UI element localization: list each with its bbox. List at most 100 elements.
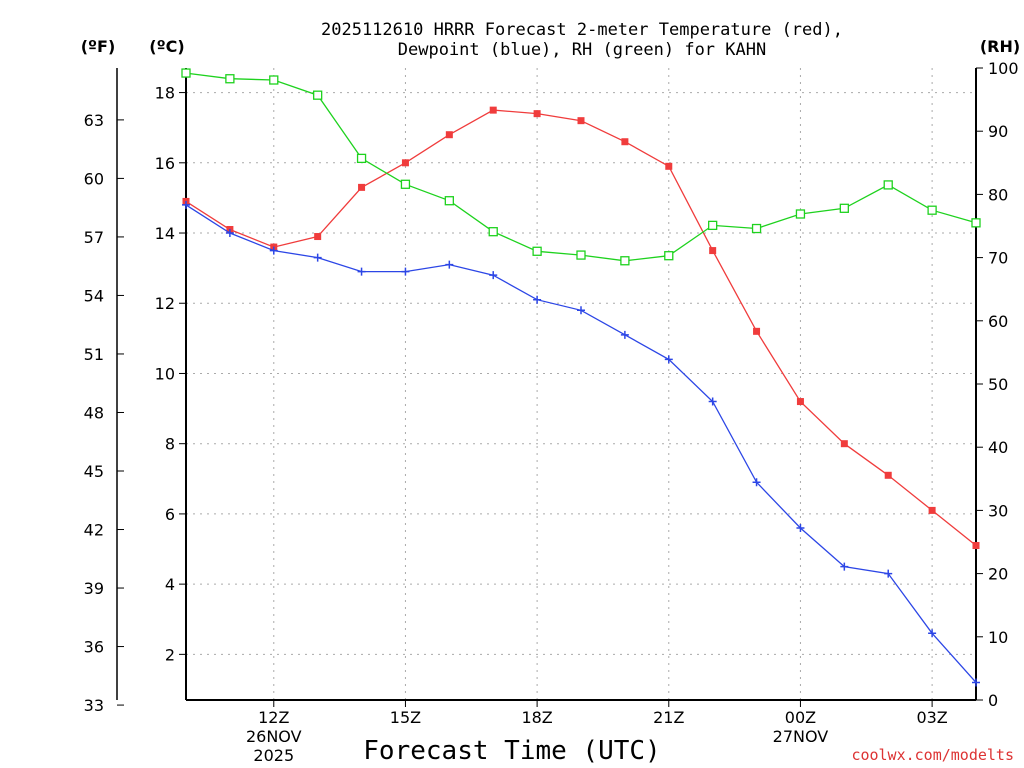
dewpoint-point <box>840 562 849 571</box>
tick-label-celsius: 16 <box>155 154 175 173</box>
chart-title-line2: Dewpoint (blue), RH (green) for KAHN <box>398 40 766 60</box>
dewpoint-point <box>708 397 717 406</box>
rh-point <box>751 223 762 234</box>
rh-point <box>488 227 498 237</box>
temperature-point <box>533 110 541 118</box>
rh-point <box>883 180 893 190</box>
tick-label-year: 2025 <box>253 746 294 765</box>
tick-label-fahrenheit: 42 <box>84 521 104 540</box>
dewpoint-point <box>313 253 322 262</box>
rh-point <box>620 256 630 266</box>
tick-label-rh: 70 <box>988 249 1008 268</box>
rh-point <box>181 68 191 78</box>
rh-point <box>269 75 279 85</box>
tick-label-rh: 100 <box>988 59 1019 78</box>
rh-point <box>444 196 454 206</box>
unit-fahrenheit-label: (ºF) <box>81 37 116 56</box>
temperature-point <box>358 183 366 191</box>
rh-point <box>971 218 981 228</box>
tick-label-fahrenheit: 60 <box>84 169 104 188</box>
tick-label-time: 00Z <box>785 708 816 727</box>
tick-label-fahrenheit: 36 <box>84 638 104 657</box>
tick-label-fahrenheit: 33 <box>84 696 104 715</box>
credit-link[interactable]: coolwx.com/modelts <box>851 746 1014 764</box>
tick-label-rh: 0 <box>988 691 998 710</box>
dewpoint-line <box>185 204 977 683</box>
tick-label-rh: 20 <box>988 565 1008 584</box>
tick-label-time: 03Z <box>916 708 947 727</box>
chart-title-line1: 2025112610 HRRR Forecast 2-meter Tempera… <box>321 20 843 40</box>
tick-label-date: 27NOV <box>773 727 829 746</box>
tick-label-fahrenheit: 54 <box>84 286 104 305</box>
temperature-point <box>445 131 453 139</box>
temperature-point <box>489 106 497 114</box>
dewpoint-point <box>445 260 454 269</box>
dewpoint-point <box>752 478 761 487</box>
tick-label-rh: 90 <box>988 122 1008 141</box>
dewpoint-point <box>225 229 234 238</box>
tick-label-time: 12Z <box>258 708 289 727</box>
tick-label-date: 26NOV <box>246 727 302 746</box>
dewpoint-point <box>928 629 937 638</box>
dewpoint-point <box>182 200 190 209</box>
gridlines <box>186 68 976 700</box>
temperature-point <box>972 542 980 550</box>
dewpoint-point <box>269 246 278 255</box>
temperature-point <box>840 440 848 448</box>
rh-point <box>400 179 411 189</box>
rh-point <box>356 153 367 164</box>
tick-label-celsius: 12 <box>155 294 175 313</box>
tick-label-rh: 80 <box>988 185 1008 204</box>
unit-celsius-label: (ºC) <box>149 37 184 56</box>
rh-point <box>225 74 235 84</box>
unit-rh-label: (RH) <box>980 37 1020 56</box>
tick-label-fahrenheit: 48 <box>84 403 104 422</box>
tick-label-rh: 60 <box>988 312 1008 331</box>
rh-point <box>532 246 542 256</box>
rh-point <box>927 205 937 215</box>
rh-line <box>185 72 977 262</box>
rh-point <box>576 250 586 260</box>
temperature-point <box>621 138 629 146</box>
dewpoint-point <box>884 569 893 578</box>
temperature-point <box>928 506 936 514</box>
dewpoint-point <box>577 306 585 315</box>
tick-label-fahrenheit: 63 <box>84 111 104 130</box>
tick-label-rh: 30 <box>988 501 1008 520</box>
temperature-point <box>709 247 717 255</box>
tick-label-celsius: 2 <box>165 645 175 664</box>
dewpoint-point <box>796 523 805 532</box>
tick-label-time: 18Z <box>521 708 552 727</box>
tick-label-celsius: 18 <box>155 84 175 103</box>
tick-label-fahrenheit: 51 <box>84 345 104 364</box>
temperature-point <box>665 162 673 170</box>
tick-label-time: 15Z <box>390 708 421 727</box>
data-series <box>181 68 981 687</box>
dewpoint-point <box>620 330 629 339</box>
tick-label-celsius: 6 <box>165 505 175 524</box>
tick-label-celsius: 10 <box>155 364 175 383</box>
tick-label-fahrenheit: 45 <box>84 462 104 481</box>
rh-point <box>708 220 718 231</box>
rh-point <box>839 203 849 213</box>
temperature-point <box>796 398 804 406</box>
tick-label-fahrenheit: 39 <box>84 579 104 598</box>
tick-label-celsius: 4 <box>165 575 175 594</box>
dewpoint-point <box>664 355 673 364</box>
temperature-point <box>577 117 585 125</box>
temperature-point <box>753 327 761 335</box>
x-axis-title: Forecast Time (UTC) <box>363 736 660 766</box>
temperature-point <box>884 471 892 479</box>
temperature-point <box>401 159 409 167</box>
dewpoint-point <box>972 678 980 687</box>
tick-label-time: 21Z <box>653 708 684 727</box>
tick-label-rh: 50 <box>988 375 1008 394</box>
rh-point <box>795 209 806 219</box>
dewpoint-point <box>533 295 542 304</box>
temperature-point <box>314 233 322 241</box>
dewpoint-point <box>357 267 366 276</box>
tick-label-celsius: 8 <box>165 435 175 454</box>
tick-label-rh: 10 <box>988 628 1008 647</box>
